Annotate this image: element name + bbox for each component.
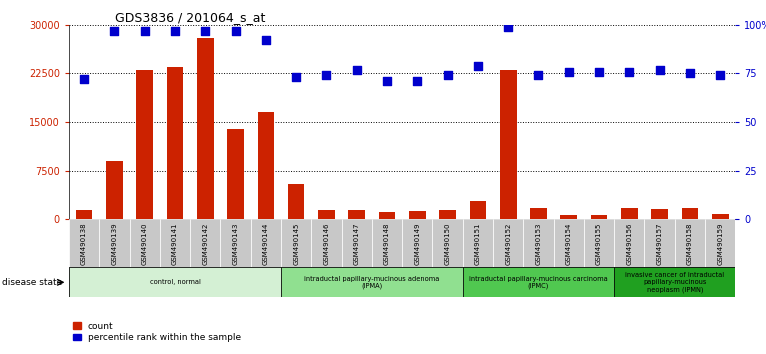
Point: [532, 73, 545, 78]
Text: GSM490150: GSM490150: [444, 222, 450, 265]
Bar: [281, 267, 463, 297]
Text: intraductal papillary-mucinous adenoma
(IPMA): intraductal papillary-mucinous adenoma (…: [304, 275, 440, 289]
Text: invasive cancer of intraductal
papillary-mucinous
neoplasm (IPMN): invasive cancer of intraductal papillary…: [625, 272, 725, 292]
Text: GSM490152: GSM490152: [505, 222, 511, 264]
Text: GSM490153: GSM490153: [535, 222, 542, 265]
Bar: [342, 219, 372, 267]
Text: GSM490139: GSM490139: [111, 222, 117, 265]
Bar: [500, 70, 516, 219]
Bar: [682, 208, 699, 219]
Text: GSM490148: GSM490148: [384, 222, 390, 265]
Text: intraductal papillary-mucinous carcinoma
(IPMC): intraductal papillary-mucinous carcinoma…: [469, 275, 608, 289]
Bar: [402, 219, 433, 267]
Text: GSM490147: GSM490147: [354, 222, 360, 265]
Point: [714, 73, 726, 78]
Text: GSM490141: GSM490141: [172, 222, 178, 265]
Point: [290, 74, 303, 80]
Bar: [129, 219, 160, 267]
Point: [139, 28, 151, 33]
Bar: [614, 219, 644, 267]
Bar: [160, 219, 190, 267]
Bar: [591, 215, 607, 219]
Text: GSM490144: GSM490144: [263, 222, 269, 264]
Bar: [409, 211, 426, 219]
Legend: count, percentile rank within the sample: count, percentile rank within the sample: [74, 322, 241, 342]
Bar: [281, 219, 311, 267]
Bar: [705, 219, 735, 267]
Bar: [69, 267, 281, 297]
Text: GSM490145: GSM490145: [293, 222, 300, 264]
Text: GSM490146: GSM490146: [323, 222, 329, 265]
Text: GSM490158: GSM490158: [687, 222, 693, 265]
Text: GDS3836 / 201064_s_at: GDS3836 / 201064_s_at: [115, 11, 265, 24]
Bar: [228, 129, 244, 219]
Bar: [614, 267, 735, 297]
Bar: [530, 209, 547, 219]
Point: [108, 28, 120, 33]
Bar: [221, 219, 250, 267]
Bar: [621, 208, 637, 219]
Bar: [372, 219, 402, 267]
Bar: [584, 219, 614, 267]
Bar: [100, 219, 129, 267]
Bar: [675, 219, 705, 267]
Bar: [197, 38, 214, 219]
Point: [593, 69, 605, 74]
Point: [78, 76, 90, 82]
Bar: [76, 210, 93, 219]
Point: [230, 28, 242, 33]
Bar: [463, 267, 614, 297]
Text: GSM490157: GSM490157: [656, 222, 663, 265]
Bar: [712, 213, 728, 219]
Point: [381, 78, 393, 84]
Bar: [190, 219, 221, 267]
Text: control, normal: control, normal: [149, 279, 201, 285]
Bar: [523, 219, 554, 267]
Point: [563, 69, 575, 74]
Bar: [349, 210, 365, 219]
Bar: [318, 210, 335, 219]
Point: [411, 78, 424, 84]
Bar: [136, 70, 153, 219]
Bar: [167, 67, 183, 219]
Text: GSM490140: GSM490140: [142, 222, 148, 265]
Bar: [439, 210, 456, 219]
Point: [351, 67, 363, 72]
Text: GSM490138: GSM490138: [81, 222, 87, 265]
Bar: [651, 209, 668, 219]
Bar: [554, 219, 584, 267]
Bar: [644, 219, 675, 267]
Text: GSM490159: GSM490159: [717, 222, 723, 265]
Bar: [463, 219, 493, 267]
Text: GSM490156: GSM490156: [627, 222, 633, 265]
Bar: [69, 219, 100, 267]
Bar: [470, 201, 486, 219]
Point: [684, 70, 696, 76]
Bar: [106, 161, 123, 219]
Text: GSM490154: GSM490154: [566, 222, 571, 264]
Point: [320, 73, 332, 78]
Point: [169, 28, 181, 33]
Text: GSM490151: GSM490151: [475, 222, 481, 265]
Bar: [257, 113, 274, 219]
Point: [441, 73, 453, 78]
Text: GSM490149: GSM490149: [414, 222, 421, 265]
Point: [260, 38, 272, 43]
Point: [502, 24, 514, 29]
Text: GSM490155: GSM490155: [596, 222, 602, 264]
Bar: [378, 212, 395, 219]
Text: disease state: disease state: [2, 278, 63, 287]
Point: [653, 67, 666, 72]
Bar: [288, 184, 304, 219]
Bar: [493, 219, 523, 267]
Point: [199, 28, 211, 33]
Bar: [311, 219, 342, 267]
Bar: [250, 219, 281, 267]
Bar: [433, 219, 463, 267]
Point: [472, 63, 484, 68]
Text: GSM490142: GSM490142: [202, 222, 208, 264]
Point: [624, 69, 636, 74]
Text: GSM490143: GSM490143: [233, 222, 238, 265]
Bar: [561, 215, 577, 219]
